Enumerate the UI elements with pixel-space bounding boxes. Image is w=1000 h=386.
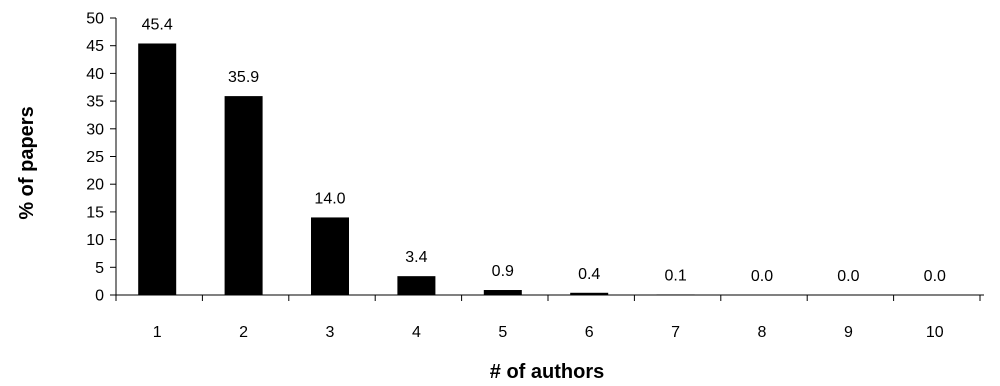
y-tick-label: 40 — [86, 66, 104, 83]
data-label: 0.0 — [837, 268, 859, 285]
y-tick-label: 10 — [86, 232, 104, 249]
x-axis-title: # of authors — [490, 361, 604, 383]
y-tick-label: 30 — [86, 121, 104, 138]
data-label: 3.4 — [405, 249, 427, 266]
data-label: 0.0 — [751, 268, 773, 285]
bar — [397, 276, 436, 295]
data-label: 0.9 — [492, 263, 514, 280]
bars — [138, 43, 695, 295]
data-label: 14.0 — [314, 190, 345, 207]
bar — [224, 96, 263, 295]
x-tick-label: 5 — [498, 324, 507, 341]
y-tick-label: 0 — [95, 288, 104, 305]
bar — [656, 294, 695, 295]
y-tick-label: 50 — [86, 11, 104, 28]
bar — [570, 292, 609, 295]
y-axis-title: % of papers — [16, 106, 38, 219]
data-label: 0.1 — [664, 267, 686, 284]
y-axis: 0 5 10 15 20 25 30 35 40 45 50 — [86, 11, 117, 305]
y-tick-label: 45 — [86, 38, 104, 55]
x-axis: 1 2 3 4 5 6 7 8 9 10 — [115, 294, 984, 341]
x-tick-label: 6 — [585, 324, 594, 341]
bar — [483, 290, 522, 295]
data-label: 35.9 — [228, 69, 259, 86]
x-tick-label: 4 — [412, 324, 421, 341]
x-tick-label: 3 — [326, 324, 335, 341]
bar — [311, 217, 349, 295]
bar — [138, 43, 177, 295]
y-tick-label: 5 — [95, 260, 104, 277]
y-tick-label: 25 — [86, 149, 104, 166]
data-label: 45.4 — [142, 16, 173, 33]
data-label: 0.0 — [924, 268, 946, 285]
y-tick-label: 15 — [86, 204, 104, 221]
x-tick-label: 7 — [671, 324, 680, 341]
data-labels: 45.4 35.9 14.0 3.4 0.9 0.4 0.1 0.0 0.0 0.0 — [142, 16, 946, 285]
x-tick-label: 10 — [926, 324, 944, 341]
x-tick-label: 1 — [153, 324, 162, 341]
x-tick-label: 8 — [758, 324, 767, 341]
data-label: 0.4 — [578, 266, 600, 283]
y-tick-label: 20 — [86, 177, 104, 194]
y-tick-label: 35 — [86, 94, 104, 111]
x-tick-label: 9 — [844, 324, 853, 341]
x-tick-label: 2 — [239, 324, 248, 341]
